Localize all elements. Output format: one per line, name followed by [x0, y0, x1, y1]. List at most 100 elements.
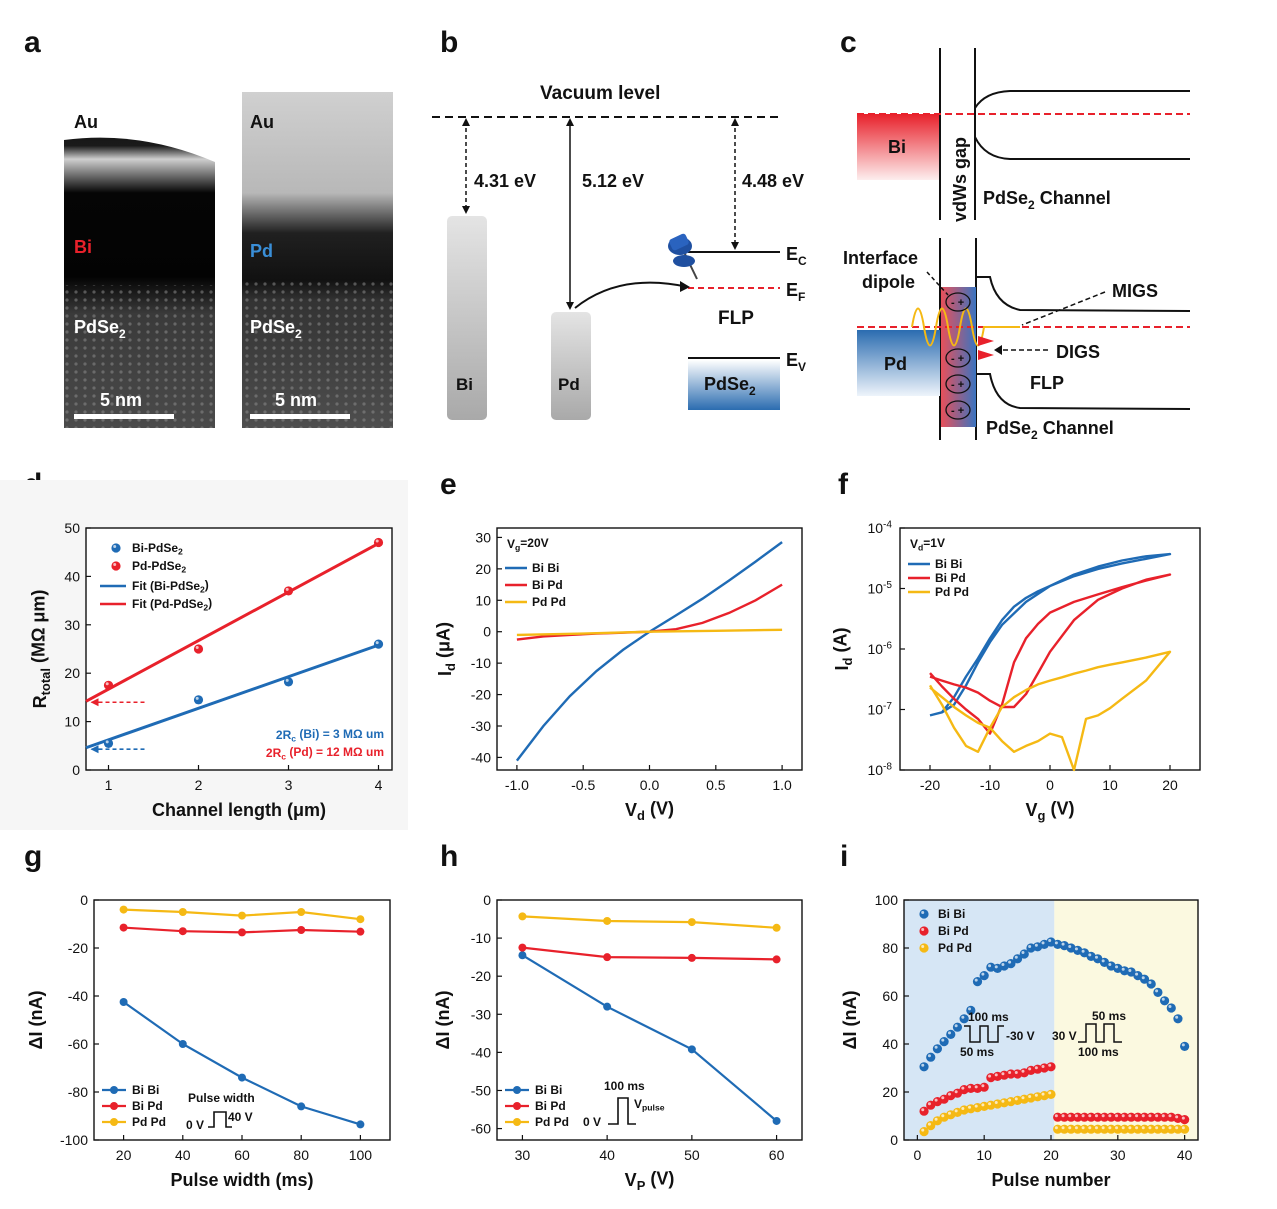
flp-label: FLP [718, 308, 754, 329]
y-tick-label: 10 [475, 592, 491, 608]
legend-label: Bi Bi [535, 1083, 562, 1097]
y-tick-label: -30 [471, 718, 491, 734]
x-axis-label: VP (V) [625, 1168, 675, 1192]
series-line [929, 552, 1172, 717]
data-point-highlight [968, 1007, 972, 1011]
pdse2-label: PdSe2 [704, 374, 756, 398]
legend-label: Pd Pd [532, 595, 566, 609]
data-point-highlight [1121, 1114, 1125, 1118]
y-tick-label: -10 [471, 930, 491, 946]
x-tick-label: -1.0 [505, 777, 529, 793]
data-point-highlight [934, 1117, 938, 1121]
y-tick-label: -20 [471, 687, 491, 703]
tem-label-pdse2: PdSe2 [74, 317, 126, 341]
data-point-highlight [1175, 1126, 1179, 1130]
data-point-highlight [994, 1073, 998, 1077]
data-point [1153, 987, 1163, 998]
data-point [1046, 1089, 1056, 1099]
y-tick-label: -80 [68, 1084, 88, 1100]
y-tick-label: -20 [68, 940, 88, 956]
scale-bar [250, 414, 350, 419]
data-point-highlight [1048, 939, 1052, 942]
y-axis-label: ΔI (nA) [26, 991, 46, 1050]
data-point [687, 1045, 696, 1054]
x-tick-label: 60 [234, 1147, 250, 1163]
inset-label: 50 ms [960, 1045, 994, 1059]
tem-label-bi: Bi [74, 237, 92, 257]
data-point-highlight [1101, 959, 1105, 963]
data-point-highlight [1135, 1114, 1139, 1118]
data-point-highlight [1128, 1126, 1132, 1130]
inset-label: Vpulse [634, 1097, 665, 1113]
data-point-highlight [994, 965, 998, 969]
data-point-highlight [1014, 955, 1018, 959]
data-point-highlight [1068, 945, 1072, 948]
plot-frame [85, 527, 393, 771]
data-point [178, 927, 187, 936]
data-point [1180, 1124, 1190, 1134]
data-point-highlight [1115, 1126, 1119, 1130]
legend-label: Fit (Bi-PdSe2) [132, 578, 209, 595]
fit-line [85, 643, 379, 750]
y-tick-label: 0 [483, 624, 491, 640]
flp-label: FLP [1030, 373, 1064, 393]
data-point-highlight [994, 1101, 998, 1104]
data-point [1146, 979, 1156, 989]
data-point [603, 953, 612, 962]
data-point [356, 915, 365, 924]
data-point [178, 908, 187, 916]
data-point-highlight [1061, 942, 1065, 946]
y-tick-label: 10-5 [867, 580, 892, 597]
legend-label: Bi-PdSe2 [132, 541, 183, 557]
vdw-gap-label: vdWs gap [950, 137, 970, 222]
ec-label: EC [786, 244, 807, 268]
data-point [603, 916, 612, 925]
x-tick-label: 0.5 [706, 777, 726, 793]
annotation-pd: 2Rc (Pd) = 12 MΩ um [266, 745, 384, 762]
panel-letter-e: e [440, 468, 457, 501]
y-tick-label: 10-4 [867, 519, 892, 536]
data-point-highlight [1028, 945, 1032, 948]
data-point-highlight [1155, 1114, 1159, 1118]
data-point-highlight [1168, 1005, 1172, 1008]
y-tick-label: -60 [471, 1121, 491, 1137]
legend-label: Bi Bi [132, 1083, 159, 1097]
data-point [238, 911, 246, 920]
y-tick-label: 10-8 [867, 761, 892, 778]
x-tick-label: -0.5 [571, 777, 595, 793]
data-point [119, 998, 128, 1006]
pulse-waveform [208, 1111, 232, 1128]
data-point-highlight [1121, 1126, 1125, 1130]
series-line [522, 915, 777, 929]
data-point-highlight [934, 1098, 938, 1102]
data-point [772, 1116, 781, 1125]
data-point-highlight [947, 1031, 951, 1035]
inset-label: 40 V [228, 1110, 253, 1124]
data-point-highlight [1115, 1114, 1119, 1118]
tem-label-pd: Pd [250, 241, 273, 261]
data-point [238, 928, 246, 937]
data-point-highlight [1128, 969, 1132, 972]
data-point [119, 905, 128, 914]
inset-label: 100 ms [968, 1010, 1009, 1024]
digs-states [978, 336, 994, 360]
data-point-highlight [1181, 1043, 1185, 1047]
x-axis-label: Pulse width (ms) [170, 1170, 313, 1190]
y-axis-label: ΔI (nA) [840, 991, 860, 1050]
chart-title: Vg=20V [507, 536, 549, 553]
data-point-highlight [1141, 1114, 1145, 1118]
data-point-highlight [1161, 1114, 1165, 1118]
chart-e-iv: -1.0 -0.5 0.0 0.5 1.0 -40 -30 -20 -10 0 10 20 30 Vg=2… [433, 527, 803, 823]
tem-label-au: Au [250, 112, 274, 132]
legend-label: Bi Bi [938, 907, 965, 921]
x-tick-label: 20 [1043, 1147, 1059, 1163]
inset-label: Pulse width [188, 1091, 255, 1105]
y-tick-label: 0 [72, 762, 80, 778]
legend-marker [919, 909, 929, 919]
inset-label: 0 V [583, 1115, 601, 1129]
x-axis-label: Vg (V) [1026, 798, 1075, 822]
x-tick-label: 2 [195, 777, 203, 793]
data-point-highlight [1101, 1126, 1105, 1130]
tem-label-pdse2: PdSe2 [250, 317, 302, 341]
